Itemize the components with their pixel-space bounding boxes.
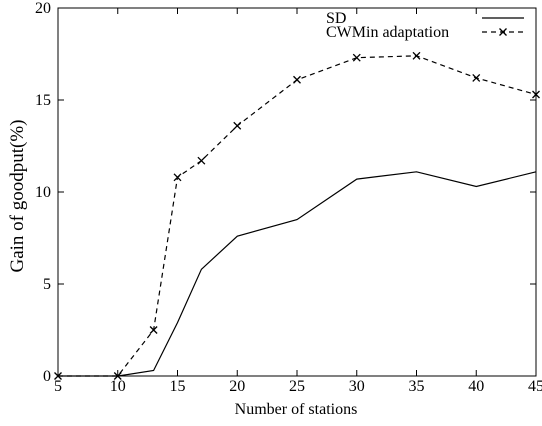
series-line-1: [58, 55, 537, 377]
legend-label-1: CWMin adaptation: [326, 24, 449, 41]
data-point-marker: [113, 372, 122, 380]
plot-frame: [57, 7, 537, 377]
series-group: [54, 51, 540, 380]
marker-stroke: [54, 372, 62, 380]
marker-stroke: [197, 156, 206, 165]
x-tick-label: 30: [349, 378, 365, 395]
marker-stroke: [472, 73, 481, 82]
y-tick-label: 15: [35, 92, 51, 109]
y-axis-label: Gain of goodput(%): [7, 119, 28, 272]
x-axis-label: Number of stations: [235, 401, 358, 418]
marker-stroke: [532, 90, 540, 99]
marker-stroke: [352, 53, 361, 62]
marker-stroke: [293, 75, 301, 84]
x-tick-label: 40: [468, 378, 484, 395]
data-point-marker: [197, 156, 206, 165]
x-tick-label: 15: [170, 378, 186, 395]
y-tick-label: 0: [43, 368, 51, 385]
data-point-marker: [532, 90, 540, 99]
x-tick-label: 35: [409, 378, 425, 395]
axes-group: [57, 7, 537, 377]
marker-stroke: [499, 28, 507, 36]
data-point-marker: [352, 53, 361, 62]
x-tick-label: 10: [110, 378, 126, 395]
y-tick-label: 20: [35, 0, 51, 17]
marker-stroke: [233, 121, 242, 130]
marker-stroke: [173, 173, 182, 182]
legend-label-0: SD: [326, 10, 346, 27]
data-point-marker: [293, 75, 301, 84]
y-tick-label: 5: [43, 276, 51, 293]
x-tick-label: 5: [54, 378, 62, 395]
series-line-0: [58, 171, 537, 377]
marker-stroke: [149, 326, 158, 334]
legend-marker-1: [499, 28, 507, 36]
data-point-marker: [54, 372, 62, 380]
marker-stroke: [412, 51, 421, 60]
data-point-marker: [233, 121, 242, 130]
x-tick-label: 45: [528, 378, 542, 395]
x-tick-label: 25: [289, 378, 305, 395]
x-tick-label: 20: [229, 378, 245, 395]
marker-stroke: [113, 372, 122, 380]
y-tick-label: 10: [35, 184, 51, 201]
data-point-marker: [149, 326, 158, 334]
data-point-marker: [173, 173, 182, 182]
data-point-marker: [412, 51, 421, 60]
data-point-marker: [472, 73, 481, 82]
